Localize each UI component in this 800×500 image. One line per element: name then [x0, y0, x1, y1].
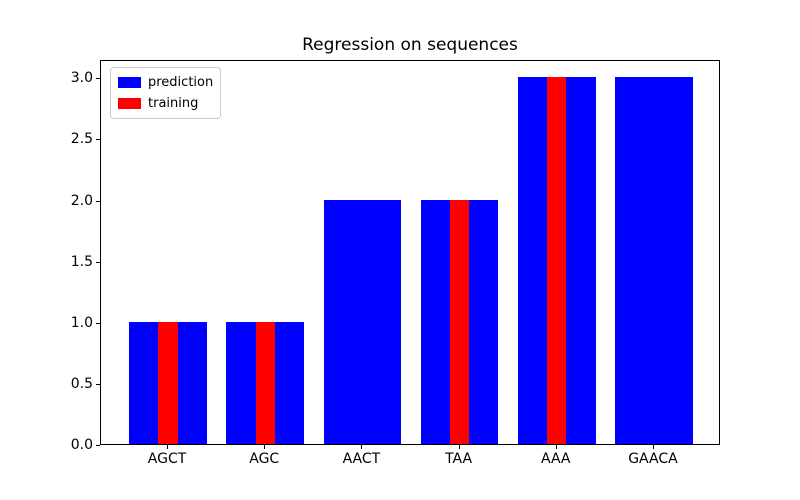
x-tick-label: AGC — [249, 451, 280, 467]
bar-training-AAA — [547, 77, 567, 444]
bar-training-AGCT — [158, 321, 178, 444]
bar-training-TAA — [449, 199, 470, 444]
y-tick-mark — [96, 384, 100, 385]
x-tick-mark — [167, 445, 169, 449]
y-tick-mark — [96, 139, 100, 140]
y-tick-mark — [96, 78, 100, 79]
bars-layer — [101, 61, 719, 444]
y-tick-label: 3.0 — [70, 70, 93, 87]
x-tick-mark — [458, 445, 460, 449]
x-tick-mark — [555, 445, 557, 449]
x-tick-label: AACT — [342, 451, 381, 467]
legend-row-prediction: prediction — [118, 73, 213, 92]
legend-label-prediction: prediction — [148, 75, 214, 90]
legend-label-training: training — [148, 96, 199, 111]
y-tick-label: 0.0 — [70, 437, 93, 453]
y-tick-label: 2.0 — [70, 192, 93, 209]
legend: prediction training — [110, 67, 222, 119]
y-tick-mark — [96, 262, 100, 263]
legend-swatch-prediction — [118, 77, 141, 88]
x-tick-mark — [361, 445, 363, 449]
bar-prediction-AACT — [323, 199, 402, 444]
bar-training-AGC — [255, 321, 275, 444]
x-tick-label: AGCT — [147, 451, 187, 467]
y-tick-mark — [96, 323, 100, 324]
x-tick-label: AAA — [541, 451, 571, 467]
y-tick-label: 0.5 — [70, 375, 93, 392]
x-tick-mark — [264, 445, 266, 449]
legend-swatch-training — [118, 98, 141, 109]
x-tick-label: TAA — [445, 451, 473, 467]
y-tick-mark — [96, 445, 100, 446]
plot-area: prediction training — [100, 60, 720, 445]
legend-row-training: training — [118, 94, 213, 113]
y-tick-label: 1.5 — [70, 253, 93, 270]
x-tick-label: GAACA — [628, 451, 678, 467]
x-tick-mark — [652, 445, 654, 449]
bar-prediction-GAACA — [615, 77, 693, 444]
y-tick-label: 2.5 — [70, 131, 93, 148]
y-tick-label: 1.0 — [70, 314, 93, 331]
chart-title: Regression on sequences — [302, 35, 518, 55]
y-tick-mark — [96, 201, 100, 202]
